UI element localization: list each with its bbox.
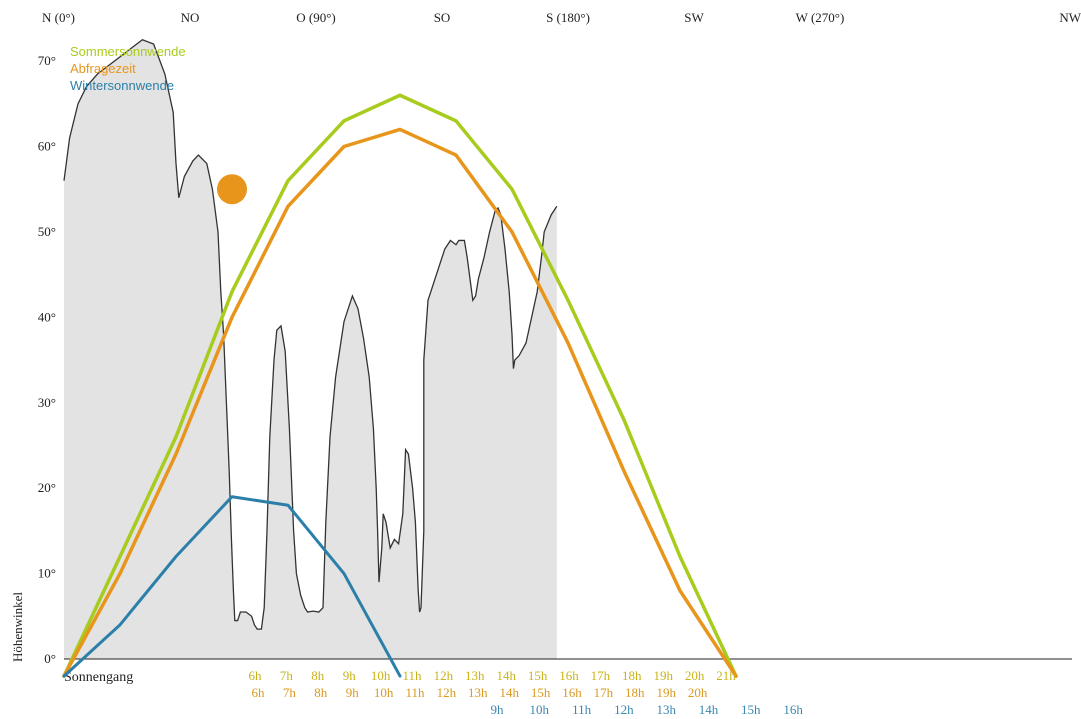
y-tick-label-20: 20° xyxy=(38,480,56,495)
hour-label-sommersonnwende-10h: 10h xyxy=(371,668,391,683)
hour-label-abfragezeit-14h: 14h xyxy=(499,685,519,700)
hour-label-abfragezeit-11h: 11h xyxy=(405,685,425,700)
hour-labels: 6h 7h 8h 9h 10h 11h 12h 13h 14h 15h 16h 17h 18h 19h 20… xyxy=(249,668,804,717)
hour-label-abfragezeit-19h: 19h xyxy=(656,685,676,700)
horizon-line xyxy=(63,38,558,630)
direction-label-n-0: N (0°) xyxy=(42,10,75,25)
hour-label-sommersonnwende-7h: 7h xyxy=(280,668,294,683)
y-tick-label-50: 50° xyxy=(38,224,56,239)
hour-label-sommersonnwende-17h: 17h xyxy=(591,668,611,683)
direction-label-w-270: W (270°) xyxy=(796,10,845,25)
y-tick-label-70: 70° xyxy=(38,53,56,68)
direction-label-o-90: O (90°) xyxy=(296,10,336,25)
horizon-shadow-area xyxy=(64,39,557,659)
y-tick-label-0: 0° xyxy=(44,651,56,666)
direction-label-s-180: S (180°) xyxy=(546,10,590,25)
direction-label-nw: NW xyxy=(1059,10,1081,25)
y-tick-labels: 0° 10° 20° 30° 40° 50° 60° 70° xyxy=(38,53,56,666)
hour-label-abfragezeit-17h: 17h xyxy=(594,685,614,700)
hour-label-abfragezeit-9h: 9h xyxy=(346,685,360,700)
hour-label-sommersonnwende-13h: 13h xyxy=(465,668,485,683)
hour-label-abfragezeit-18h: 18h xyxy=(625,685,645,700)
horizon-layer xyxy=(63,38,558,659)
hour-label-wintersonnwende-11h: 11h xyxy=(572,702,592,717)
y-tick-label-60: 60° xyxy=(38,139,56,154)
hour-label-sommersonnwende-21h: 21h xyxy=(716,668,736,683)
hour-label-wintersonnwende-13h: 13h xyxy=(656,702,676,717)
hour-label-sommersonnwende-12h: 12h xyxy=(434,668,454,683)
sun-path-series xyxy=(62,93,738,678)
hour-label-sommersonnwende-9h: 9h xyxy=(343,668,357,683)
hour-label-wintersonnwende-14h: 14h xyxy=(699,702,719,717)
hour-label-wintersonnwende-16h: 16h xyxy=(783,702,803,717)
x-axis-label: Sonnengang xyxy=(64,670,133,685)
hour-label-sommersonnwende-8h: 8h xyxy=(311,668,325,683)
hour-label-wintersonnwende-10h: 10h xyxy=(530,702,550,717)
hour-label-wintersonnwende-15h: 15h xyxy=(741,702,761,717)
series-line-abfragezeit xyxy=(62,127,738,678)
legend: Sommersonnwende Abfragezeit Wintersonnwe… xyxy=(70,44,186,93)
hour-label-sommersonnwende-11h: 11h xyxy=(402,668,422,683)
hour-label-wintersonnwende-12h: 12h xyxy=(614,702,634,717)
hour-label-abfragezeit-8h: 8h xyxy=(314,685,328,700)
hour-label-abfragezeit-12h: 12h xyxy=(437,685,457,700)
y-tick-label-30: 30° xyxy=(38,395,56,410)
hour-label-wintersonnwende-9h: 9h xyxy=(491,702,505,717)
hour-label-sommersonnwende-14h: 14h xyxy=(496,668,516,683)
axes-layer: Sonnengang Höhenwinkel xyxy=(10,592,1072,685)
direction-label-so: SO xyxy=(434,10,451,25)
hour-label-abfragezeit-16h: 16h xyxy=(562,685,582,700)
hour-label-abfragezeit-13h: 13h xyxy=(468,685,488,700)
hour-label-abfragezeit-10h: 10h xyxy=(374,685,394,700)
series-line-wintersonnwende xyxy=(62,495,402,678)
hour-label-sommersonnwende-6h: 6h xyxy=(249,668,263,683)
series-line-sommersonnwende xyxy=(62,93,738,678)
legend-item-wintersonnwende: Wintersonnwende xyxy=(70,78,174,93)
y-tick-label-10: 10° xyxy=(38,566,56,581)
hour-label-sommersonnwende-15h: 15h xyxy=(528,668,548,683)
hour-label-sommersonnwende-18h: 18h xyxy=(622,668,642,683)
hour-label-sommersonnwende-20h: 20h xyxy=(685,668,705,683)
legend-item-abfragezeit: Abfragezeit xyxy=(70,61,136,76)
hour-label-sommersonnwende-16h: 16h xyxy=(559,668,579,683)
hour-label-sommersonnwende-19h: 19h xyxy=(653,668,673,683)
y-tick-label-40: 40° xyxy=(38,309,56,324)
hour-label-abfragezeit-20h: 20h xyxy=(688,685,708,700)
hour-label-abfragezeit-15h: 15h xyxy=(531,685,551,700)
hour-label-abfragezeit-6h: 6h xyxy=(252,685,266,700)
direction-label-no: NO xyxy=(181,10,200,25)
legend-item-sommersonnwende: Sommersonnwende xyxy=(70,44,186,59)
current-sun-position xyxy=(217,174,247,205)
direction-labels: N (0°) NO O (90°) SO S (180°) SW W (270°) NW xyxy=(42,10,1081,25)
y-axis-label: Höhenwinkel xyxy=(10,592,25,662)
hour-label-abfragezeit-7h: 7h xyxy=(283,685,297,700)
direction-label-sw: SW xyxy=(684,10,704,25)
